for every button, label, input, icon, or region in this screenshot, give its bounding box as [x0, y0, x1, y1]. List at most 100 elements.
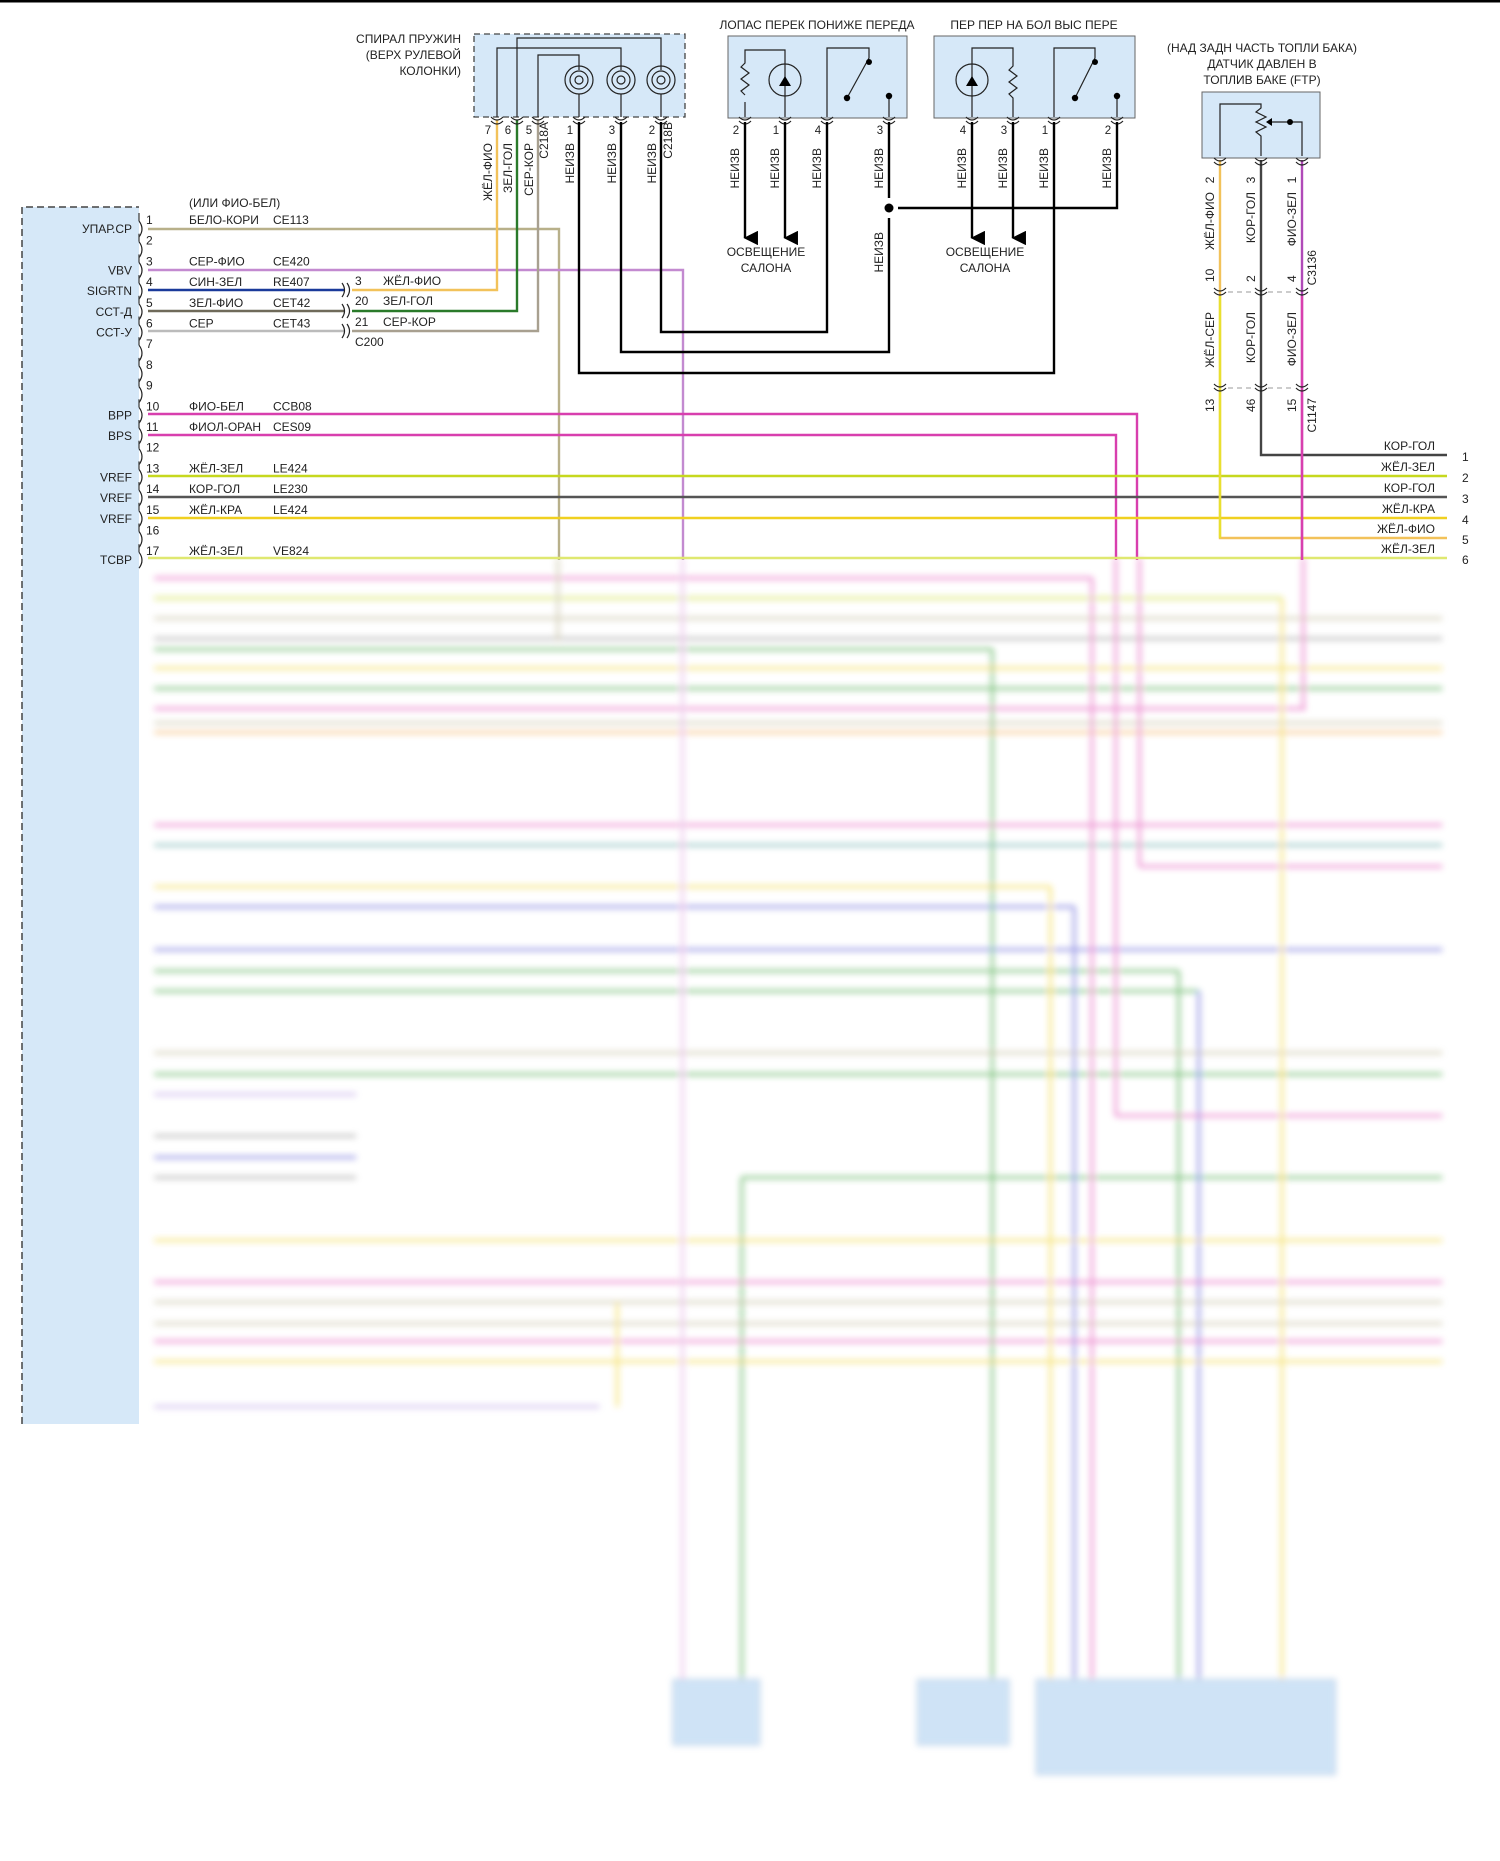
- pin-circuit: RE407: [273, 275, 310, 289]
- c200-wire-20: ЗЕЛ-ГОЛ: [383, 294, 433, 308]
- ftp-wire-2: [1259, 160, 1447, 457]
- pin-circuit: CE113: [273, 213, 309, 227]
- pin-connector-icon: [138, 489, 143, 507]
- ftp-lower-wire-label: ЖЁЛ-СЕР: [1203, 312, 1217, 368]
- splice-dot: [884, 203, 894, 213]
- clockspring-wire-label: ЖЁЛ-ФИО: [481, 143, 495, 201]
- pin-number: 12: [146, 441, 160, 455]
- c1147-pin-number: 13: [1203, 398, 1217, 412]
- right-wire-label: ЖЁЛ-ЗЕЛ: [1381, 460, 1435, 474]
- pin-wire-color: ЖЁЛ-КРА: [189, 503, 242, 517]
- pin-connector-icon: [138, 220, 143, 238]
- pin-number: 10: [146, 399, 160, 413]
- c3136-pin-number: 10: [1203, 268, 1217, 282]
- module-wires: [148, 120, 1447, 560]
- pin-connector-icon: [510, 116, 524, 125]
- downshift-switch: ЛОПАС ПЕРЕК ПОНИЖЕ ПЕРЕДА 2 НЕИЗВ 1 НЕИЗВ 4 Н…: [720, 18, 915, 189]
- control-module: (ИЛИ ФИО-БЕЛ) 1 УПАР.СР БЕЛО-КОРИ CE113 2 3 VB…: [21, 196, 312, 1424]
- clockspring: СПИРАЛ ПРУЖИН (ВЕРХ РУЛЕВОЙ КОЛОНКИ) 7 ЖЁ…: [356, 32, 686, 201]
- ftp-pin-number: 2: [1203, 176, 1217, 183]
- pin-wire-color: ЖЁЛ-ЗЕЛ: [189, 461, 243, 475]
- c200-pin-20: 20: [355, 294, 369, 308]
- component-box: [917, 1679, 1010, 1746]
- upshift-lighting-1: ОСВЕЩЕНИЕ: [946, 245, 1025, 259]
- pin-connector-icon: [138, 469, 143, 486]
- pin-circuit: LE424: [273, 461, 308, 475]
- pin-signal: VREF: [100, 491, 132, 505]
- module-outline: [21, 206, 139, 1424]
- downshift-wire-label: НЕИЗВ: [810, 148, 824, 189]
- pin-circuit: CES09: [273, 420, 311, 434]
- pin-connector-icon: [1295, 287, 1309, 296]
- right-pin-number: 5: [1462, 533, 1469, 547]
- pin-connector-icon: [138, 427, 143, 445]
- right-edge-connector: КОР-ГОЛ 1 ЖЁЛ-ЗЕЛ 2 КОР-ГОЛ 3 ЖЁЛ-КРА 4 ЖЁЛ-ФИО 5…: [1377, 439, 1469, 567]
- pin-connector-icon: [1295, 157, 1309, 166]
- pin-wire-color: ЗЕЛ-ФИО: [189, 296, 243, 310]
- ftp-title-1: (НАД ЗАДН ЧАСТЬ ТОПЛИ БАКА): [1167, 41, 1357, 55]
- pin-connector-icon: [138, 448, 143, 466]
- pin-connector-icon: [138, 386, 143, 403]
- c3136-pin-number: 2: [1244, 275, 1258, 282]
- clockspring-pin-number: 6: [505, 125, 511, 137]
- ftp-title-3: ТОПЛИВ БАКЕ (FTP): [1203, 73, 1320, 87]
- pin-number: 11: [146, 420, 159, 434]
- right-pin-number: 1: [1462, 450, 1469, 464]
- pin-number: 13: [146, 461, 160, 475]
- pin-number: 14: [146, 482, 160, 496]
- pin-wire-color: СИН-ЗЕЛ: [189, 275, 242, 289]
- right-wire-label: ЖЁЛ-ЗЕЛ: [1381, 542, 1435, 556]
- pin-number: 6: [146, 317, 153, 331]
- right-pin-number: 3: [1462, 492, 1469, 506]
- component-box: [672, 1679, 761, 1746]
- ftp-wire-label: КОР-ГОЛ: [1244, 192, 1258, 243]
- pin-wire-color: КОР-ГОЛ: [189, 482, 240, 496]
- clockspring-pin-number: 2: [649, 125, 655, 137]
- pin-wire-color: ЖЁЛ-ЗЕЛ: [189, 544, 243, 558]
- pin-number: 1: [146, 213, 153, 227]
- pin-wire-color: СЕР: [189, 317, 214, 331]
- pin-signal: ССТ-У: [96, 326, 132, 340]
- pin-wire-color: БЕЛО-КОРИ: [189, 213, 259, 227]
- clockspring-pin-number: 5: [526, 125, 532, 137]
- c200-pin-21: 21: [355, 315, 369, 329]
- upshift-title: ПЕР ПЕР НА БОЛ ВЫС ПЕРЕ: [950, 18, 1117, 32]
- upshift-switch: ПЕР ПЕР НА БОЛ ВЫС ПЕРЕ 4 НЕИЗВ 3 НЕИЗВ 1 НЕИ…: [933, 18, 1136, 189]
- clockspring-wire-label: НЕИЗВ: [645, 143, 659, 184]
- module-body: [22, 207, 139, 1424]
- ftp-wire-label: ФИО-ЗЕЛ: [1285, 192, 1299, 246]
- clockspring-wire-label: НЕИЗВ: [563, 143, 577, 184]
- wire-c200-20: [352, 120, 519, 313]
- pin-connector-icon: [138, 365, 143, 383]
- upshift-wire-label: НЕИЗВ: [955, 148, 969, 189]
- right-wire-label: КОР-ГОЛ: [1384, 481, 1435, 495]
- upshift-wire-label: НЕИЗВ: [1037, 148, 1051, 189]
- pin-signal: SIGRTN: [87, 284, 132, 298]
- pin-circuit: LE230: [273, 482, 308, 496]
- pin-number: 16: [146, 524, 160, 538]
- c200-label: C200: [355, 335, 384, 349]
- right-pin-number: 2: [1462, 471, 1469, 485]
- pin-connector-icon: [1295, 383, 1309, 392]
- blurred-region: [154, 557, 1443, 1776]
- clockspring-pin-number: 7: [485, 125, 491, 137]
- pin-number: 9: [146, 379, 153, 393]
- downshift-title: ЛОПАС ПЕРЕК ПОНИЖЕ ПЕРЕДА: [720, 18, 915, 32]
- pin-connector-icon: [138, 551, 143, 569]
- wire-pin1: [148, 227, 561, 560]
- pin-connector-icon: [531, 116, 545, 125]
- c200-connector: 3 ЖЁЛ-ФИО 20 ЗЕЛ-ГОЛ 21 СЕР-КОР C200: [341, 274, 441, 349]
- ftp-title-2: ДАТЧИК ДАВЛЕН В: [1207, 57, 1316, 71]
- pin-signal: BPP: [108, 408, 132, 422]
- pin-connector-icon: [1254, 157, 1268, 166]
- c200-wire-3: ЖЁЛ-ФИО: [383, 274, 441, 288]
- pin-signal: VREF: [100, 470, 132, 484]
- right-wire-label: КОР-ГОЛ: [1384, 439, 1435, 453]
- pin-number: 7: [146, 337, 153, 351]
- clockspring-pin-number: 1: [567, 125, 573, 137]
- c200-wire-21: СЕР-КОР: [383, 315, 436, 329]
- downshift-lighting-2: САЛОНА: [741, 261, 792, 275]
- pin-connector-icon: [490, 116, 504, 125]
- downshift-lower-wire: НЕИЗВ: [872, 232, 886, 273]
